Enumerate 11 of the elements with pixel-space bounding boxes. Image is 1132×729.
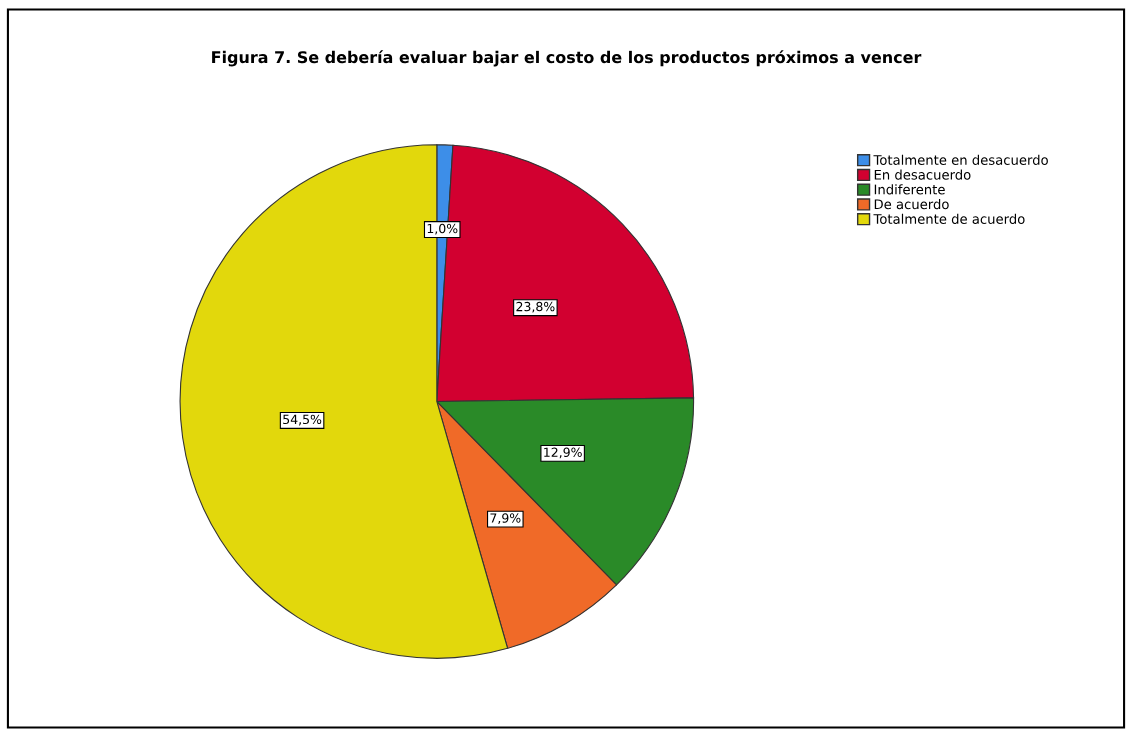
legend-label: Totalmente en desacuerdo — [873, 154, 1048, 165]
legend-label: De acuerdo — [874, 198, 949, 210]
data-label: 12,9% — [544, 447, 582, 459]
legend-label: Totalmente de acuerdo — [873, 213, 1025, 224]
legend-label: En desacuerdo — [874, 169, 971, 180]
data-label: 23,8% — [516, 301, 555, 313]
data-label: 1,0% — [427, 223, 458, 235]
chart-title: Figura 7. Se debería evaluar bajar el costo de los productos próximos a vencer — [212, 50, 922, 67]
legend-label: Indiferente — [874, 184, 945, 195]
data-label: 54,5% — [283, 414, 322, 426]
data-label: 7,9% — [490, 513, 521, 525]
